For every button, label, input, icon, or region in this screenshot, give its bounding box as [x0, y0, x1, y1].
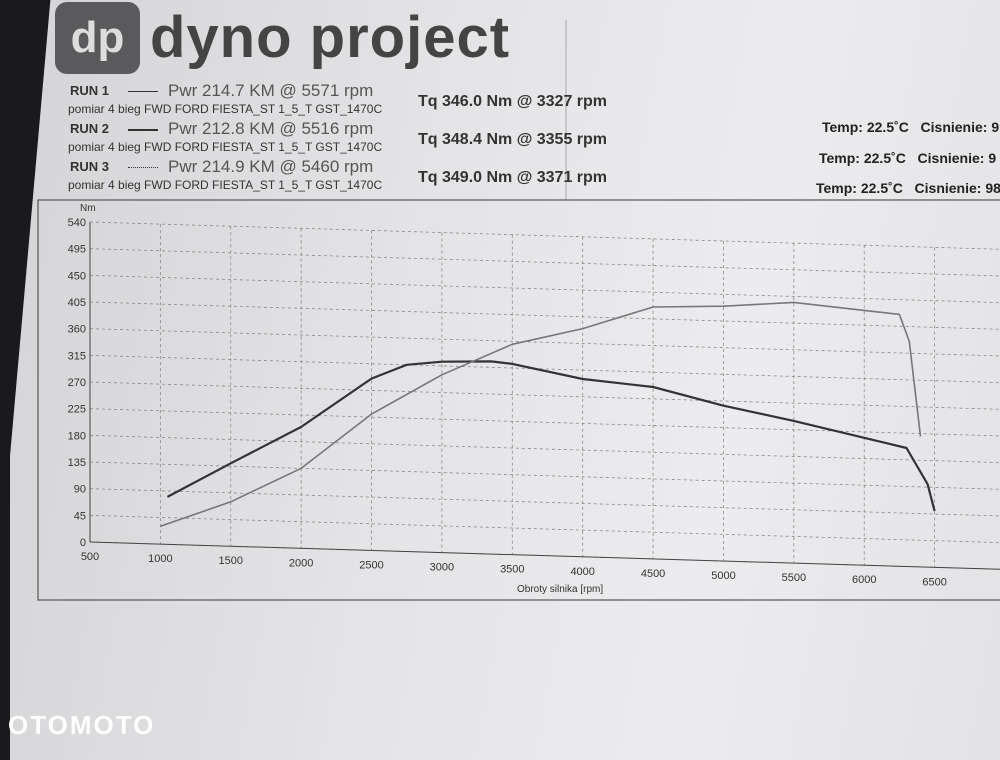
x-tick-label: 2000 — [289, 557, 313, 569]
x-tick-label: 1500 — [219, 555, 243, 567]
dyno-printout — [10, 0, 1000, 760]
x-tick-label: 6000 — [852, 574, 876, 586]
x-tick-label: 5500 — [782, 572, 806, 584]
x-axis — [89, 541, 1000, 570]
run-description: pomiar 4 bieg FWD FORD FIESTA_ST 1_5_T G… — [68, 102, 383, 116]
run-torque: Tq 348.4 Nm @ 3355 rpm — [418, 131, 608, 148]
grid-line-y — [89, 461, 1000, 490]
grid-line-y — [89, 434, 1000, 464]
chart-frame — [37, 199, 1000, 601]
y-tick-label: 135 — [68, 457, 86, 469]
legend-line — [128, 91, 158, 92]
x-tick-label: 4000 — [570, 566, 594, 578]
y-tick-label: 315 — [68, 350, 86, 362]
x-tick-label: 1000 — [148, 553, 172, 565]
env-run-1: Temp: 22.5˚C Cisnienie: 9 — [822, 120, 999, 134]
x-tick-label: 4500 — [641, 568, 665, 580]
x-axis-label: Obroty silnika [rpm] — [517, 584, 603, 595]
grid-line-y — [89, 221, 1000, 250]
grid-line-y — [89, 514, 1000, 544]
logo-text: dyno project — [150, 5, 511, 70]
pressure: Cisnienie: 9 — [920, 119, 1000, 135]
run-label: RUN 3 — [70, 159, 110, 174]
y-tick-label: 270 — [68, 377, 86, 389]
x-tick-label: 3000 — [430, 562, 454, 574]
y-tick-label: 45 — [74, 510, 86, 522]
series-line-2 — [160, 301, 922, 528]
y-axis-label: Nm — [80, 203, 96, 214]
paper-fold — [565, 20, 567, 200]
temp: Temp: 22.5˚C — [819, 150, 906, 166]
x-tick-label: 3500 — [500, 564, 524, 576]
grid-line-y — [89, 488, 1000, 517]
y-tick-label: 180 — [68, 430, 86, 442]
temp: Temp: 22.5˚C — [822, 119, 909, 135]
run-power: Pwr 214.7 KM @ 5571 rpm — [168, 81, 374, 100]
x-tick-label: 5000 — [711, 570, 735, 582]
run-torque: Tq 349.0 Nm @ 3371 rpm — [418, 169, 608, 186]
run-description: pomiar 4 bieg FWD FORD FIESTA_ST 1_5_T G… — [68, 140, 383, 154]
x-tick-label: 500 — [81, 551, 99, 563]
run-power: Pwr 214.9 KM @ 5460 rpm — [168, 157, 374, 176]
grid-line-y — [89, 274, 1000, 304]
run-description: pomiar 4 bieg FWD FORD FIESTA_ST 1_5_T G… — [68, 178, 383, 192]
grid-line-y — [89, 328, 1000, 357]
y-tick-label: 405 — [68, 297, 86, 309]
y-tick-label: 495 — [68, 244, 86, 256]
grid — [89, 221, 1000, 570]
x-tick-label: 6500 — [922, 576, 946, 588]
env-run-3: Temp: 22.5˚C Cisnienie: 98 — [816, 181, 1000, 195]
temp: Temp: 22.5˚C — [816, 180, 903, 196]
y-tick-label: 360 — [68, 324, 86, 336]
run-power: Pwr 212.8 KM @ 5516 rpm — [168, 119, 374, 138]
y-tick-label: 0 — [80, 537, 86, 549]
y-tick-label: 90 — [74, 484, 86, 496]
series-lines — [160, 301, 936, 528]
run-label: RUN 1 — [70, 83, 110, 98]
pressure: Cisnienie: 98 — [914, 180, 1000, 196]
grid-line-y — [89, 354, 1000, 384]
y-tick-label: 225 — [68, 404, 86, 416]
logo: dp dyno project — [55, 2, 510, 74]
watermark: OTOMOTO — [8, 710, 156, 740]
x-tick-label: 2500 — [359, 559, 383, 571]
run-torque: Tq 346.0 Nm @ 3327 rpm — [418, 93, 608, 110]
grid-line-y — [89, 301, 1000, 330]
run-label: RUN 2 — [70, 121, 110, 136]
tick-labels: 500 1000 1500 2000 2500 3000 3500 4000 4500 5000 5… — [68, 217, 947, 588]
grid-line-y — [89, 248, 1000, 277]
logo-mark: dp — [55, 2, 140, 74]
env-run-2: Temp: 22.5˚C Cisnienie: 9 — [819, 151, 996, 165]
grid-line-y — [89, 408, 1000, 437]
y-tick-label: 450 — [68, 270, 86, 282]
pressure: Cisnienie: 9 — [917, 150, 997, 166]
series-line-1 — [166, 360, 936, 512]
legend-line — [128, 129, 158, 131]
y-tick-label: 540 — [68, 217, 86, 229]
legend-line — [128, 167, 158, 168]
grid-line-y — [89, 381, 1000, 410]
